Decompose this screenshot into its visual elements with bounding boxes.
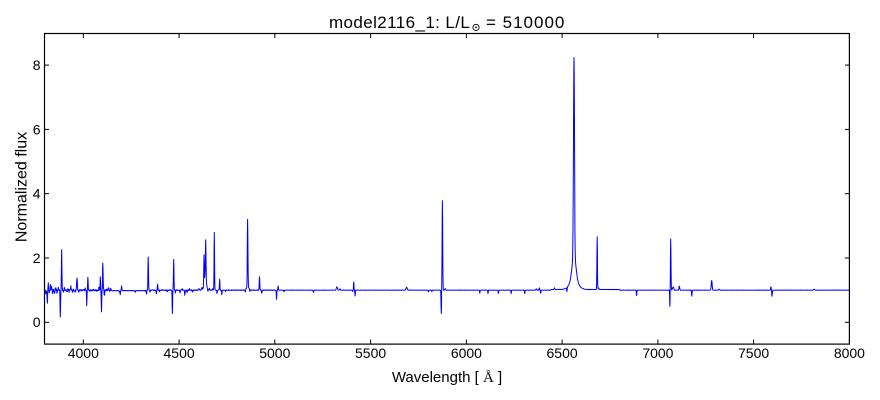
svg-text:8000: 8000	[834, 345, 865, 361]
svg-text:6500: 6500	[547, 345, 578, 361]
svg-text:Normalized flux: Normalized flux	[14, 132, 31, 242]
svg-text:4500: 4500	[164, 345, 195, 361]
svg-text:= 510000: = 510000	[486, 13, 565, 32]
svg-text:6000: 6000	[451, 345, 482, 361]
svg-text:4: 4	[33, 186, 41, 202]
svg-text:4000: 4000	[68, 345, 99, 361]
svg-text:2: 2	[33, 250, 41, 266]
svg-text:8: 8	[33, 57, 41, 73]
svg-text:5500: 5500	[355, 345, 386, 361]
svg-text:model2116_1: L/L: model2116_1: L/L	[329, 13, 470, 32]
svg-text:0: 0	[33, 314, 41, 330]
svg-text:6: 6	[33, 121, 41, 137]
svg-text:7000: 7000	[642, 345, 673, 361]
svg-text:5000: 5000	[259, 345, 290, 361]
svg-text:7500: 7500	[738, 345, 769, 361]
svg-text:Wavelength [ Å ]: Wavelength [ Å ]	[392, 369, 502, 386]
